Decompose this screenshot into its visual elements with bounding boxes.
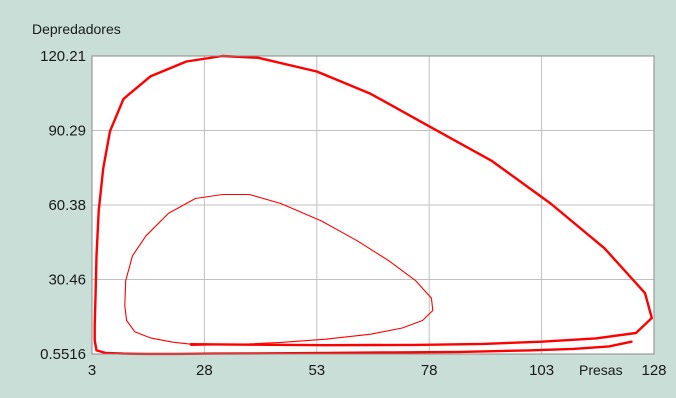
y-axis-title: Depredadores: [32, 21, 121, 37]
x-tick-label: 53: [308, 362, 325, 379]
x-tick-label: 78: [421, 362, 438, 379]
grid-lines: [92, 56, 654, 354]
y-tick-label: 90.29: [48, 123, 86, 140]
series-line: [124, 193, 434, 346]
x-tick-label: 3: [88, 362, 96, 379]
y-tick-label: 0.5516: [40, 346, 86, 363]
series-line: [93, 54, 653, 356]
y-tick-label: 120.21: [40, 48, 86, 65]
y-tick-label: 60.38: [48, 197, 86, 214]
x-tick-labels: 3 28 53 78 103 128: [88, 362, 667, 379]
x-axis-title: Presas: [579, 362, 623, 378]
x-tick-label: 28: [196, 362, 213, 379]
y-tick-label: 30.46: [48, 272, 86, 289]
x-tick-label: 128: [641, 362, 666, 379]
plot-frame: [91, 55, 655, 355]
series-layer: [93, 54, 653, 356]
x-tick-label: 103: [529, 362, 554, 379]
y-tick-labels: 120.21 90.29 60.38 30.46 0.5516: [40, 48, 86, 363]
